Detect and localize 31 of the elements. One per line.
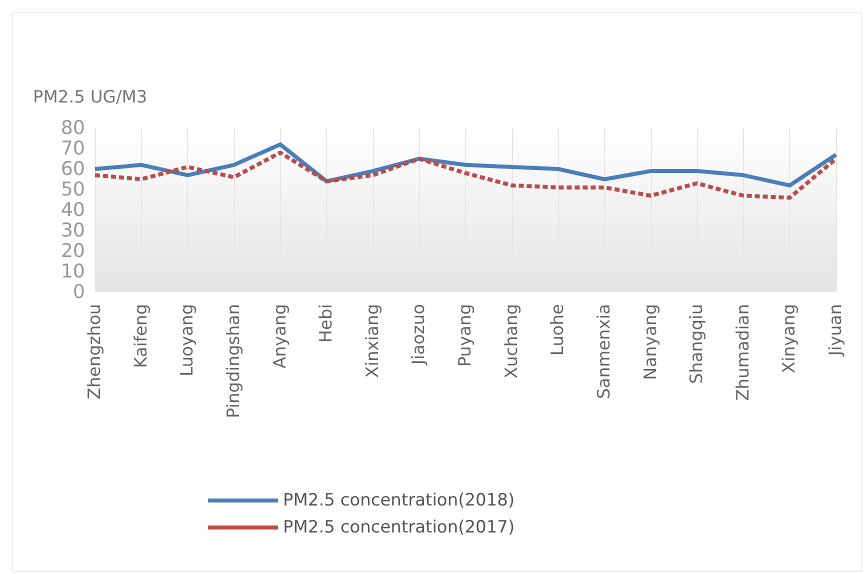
- x-tick-label: Shangqiu: [687, 304, 708, 384]
- line-series: [93, 142, 838, 188]
- y-tick-label: 20: [60, 240, 85, 262]
- y-tick-label: 80: [60, 117, 85, 139]
- x-tick-label: Jiaozuo: [409, 304, 430, 366]
- x-tick-label: Luohe: [548, 304, 568, 356]
- x-tick-label: Jiyuan: [826, 304, 846, 357]
- y-tick-label: 0: [72, 281, 85, 303]
- legend-label: PM2.5 concentration(2018): [283, 490, 515, 510]
- x-tick-label: Zhumadian: [733, 304, 754, 401]
- y-tick-label: 70: [60, 138, 85, 160]
- y-tick-label: 40: [60, 199, 85, 221]
- y-tick-label: 60: [60, 158, 85, 180]
- x-tick-label: Xinyang: [780, 304, 800, 374]
- x-tick-label: Anyang: [270, 304, 290, 368]
- x-tick-label: Xuchang: [502, 304, 522, 379]
- x-tick-label: Nanyang: [640, 304, 661, 380]
- x-tick-label: Hebi: [316, 304, 337, 343]
- x-tick-label: Pingdingshan: [224, 304, 244, 418]
- y-axis-title: PM2.5 UG/M3: [33, 88, 148, 108]
- x-tick-label: Xinxiang: [362, 304, 383, 378]
- x-tick-label: Luoyang: [178, 304, 198, 376]
- y-tick-label: 50: [60, 178, 85, 200]
- x-tick-label: Kaifeng: [131, 304, 152, 368]
- y-tick-label: 10: [60, 260, 85, 282]
- x-tick-label: Sanmenxia: [594, 304, 614, 399]
- x-tick-label: Puyang: [456, 304, 476, 367]
- legend-label: PM2.5 concentration(2017): [283, 518, 515, 538]
- y-tick-label: 30: [60, 220, 85, 242]
- x-tick-label: Zhengzhou: [85, 304, 105, 400]
- line-series: [93, 150, 838, 200]
